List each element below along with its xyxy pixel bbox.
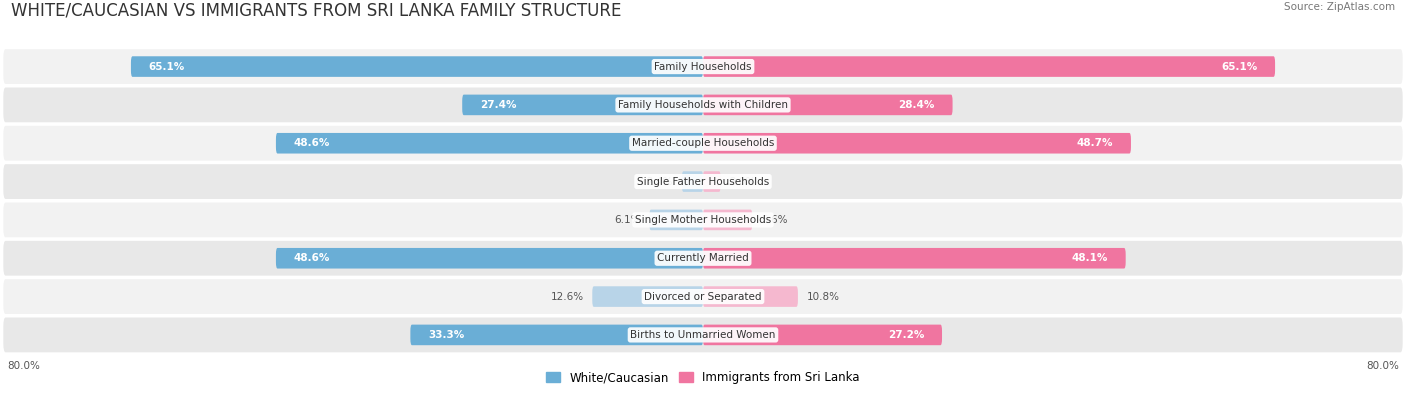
Text: 27.4%: 27.4% xyxy=(479,100,516,110)
Text: 12.6%: 12.6% xyxy=(550,292,583,301)
FancyBboxPatch shape xyxy=(3,88,1403,122)
Text: Single Father Households: Single Father Households xyxy=(637,177,769,186)
FancyBboxPatch shape xyxy=(703,95,953,115)
Text: 2.0%: 2.0% xyxy=(730,177,756,186)
Text: 33.3%: 33.3% xyxy=(427,330,464,340)
FancyBboxPatch shape xyxy=(463,95,703,115)
FancyBboxPatch shape xyxy=(682,171,703,192)
Text: 10.8%: 10.8% xyxy=(807,292,839,301)
Text: Family Households with Children: Family Households with Children xyxy=(619,100,787,110)
Text: 2.4%: 2.4% xyxy=(647,177,673,186)
Text: 65.1%: 65.1% xyxy=(1222,62,1257,71)
Text: Single Mother Households: Single Mother Households xyxy=(636,215,770,225)
FancyBboxPatch shape xyxy=(703,56,1275,77)
FancyBboxPatch shape xyxy=(276,133,703,154)
FancyBboxPatch shape xyxy=(703,286,799,307)
FancyBboxPatch shape xyxy=(3,164,1403,199)
FancyBboxPatch shape xyxy=(3,279,1403,314)
FancyBboxPatch shape xyxy=(131,56,703,77)
Text: Currently Married: Currently Married xyxy=(657,253,749,263)
FancyBboxPatch shape xyxy=(592,286,703,307)
FancyBboxPatch shape xyxy=(650,210,703,230)
FancyBboxPatch shape xyxy=(3,49,1403,84)
Text: 80.0%: 80.0% xyxy=(1367,361,1399,371)
FancyBboxPatch shape xyxy=(703,133,1130,154)
Text: 48.1%: 48.1% xyxy=(1071,253,1108,263)
Text: Births to Unmarried Women: Births to Unmarried Women xyxy=(630,330,776,340)
Text: 48.7%: 48.7% xyxy=(1077,138,1114,148)
Text: 28.4%: 28.4% xyxy=(898,100,935,110)
FancyBboxPatch shape xyxy=(703,210,752,230)
Text: 80.0%: 80.0% xyxy=(7,361,39,371)
Text: 6.1%: 6.1% xyxy=(614,215,641,225)
Text: Family Households: Family Households xyxy=(654,62,752,71)
Text: Divorced or Separated: Divorced or Separated xyxy=(644,292,762,301)
FancyBboxPatch shape xyxy=(411,325,703,345)
FancyBboxPatch shape xyxy=(703,171,721,192)
FancyBboxPatch shape xyxy=(3,241,1403,276)
FancyBboxPatch shape xyxy=(3,126,1403,161)
Text: Married-couple Households: Married-couple Households xyxy=(631,138,775,148)
Text: 48.6%: 48.6% xyxy=(294,253,330,263)
Text: WHITE/CAUCASIAN VS IMMIGRANTS FROM SRI LANKA FAMILY STRUCTURE: WHITE/CAUCASIAN VS IMMIGRANTS FROM SRI L… xyxy=(11,2,621,20)
FancyBboxPatch shape xyxy=(703,248,1126,269)
Text: 27.2%: 27.2% xyxy=(889,330,925,340)
Text: 5.6%: 5.6% xyxy=(761,215,787,225)
Text: 48.6%: 48.6% xyxy=(294,138,330,148)
FancyBboxPatch shape xyxy=(3,318,1403,352)
Text: 65.1%: 65.1% xyxy=(149,62,184,71)
Legend: White/Caucasian, Immigrants from Sri Lanka: White/Caucasian, Immigrants from Sri Lan… xyxy=(541,367,865,389)
FancyBboxPatch shape xyxy=(703,325,942,345)
FancyBboxPatch shape xyxy=(276,248,703,269)
FancyBboxPatch shape xyxy=(3,203,1403,237)
Text: Source: ZipAtlas.com: Source: ZipAtlas.com xyxy=(1284,2,1395,12)
